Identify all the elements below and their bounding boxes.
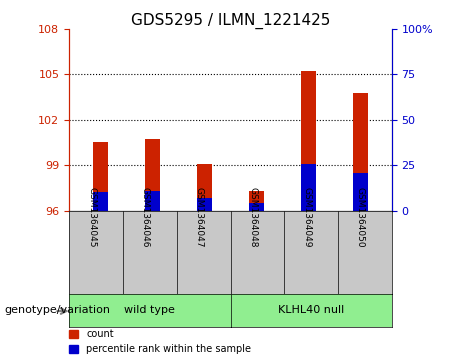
Bar — [145, 139, 160, 211]
Bar — [249, 203, 264, 211]
Text: GSM1364050: GSM1364050 — [356, 187, 365, 248]
Text: GSM1364045: GSM1364045 — [87, 187, 96, 248]
Text: KLHL40 null: KLHL40 null — [278, 305, 344, 315]
Text: GSM1364046: GSM1364046 — [141, 187, 150, 248]
Bar — [249, 191, 264, 211]
Text: genotype/variation: genotype/variation — [5, 305, 111, 315]
Text: GSM1364048: GSM1364048 — [248, 187, 257, 248]
Bar — [145, 191, 160, 211]
Bar — [301, 72, 316, 211]
Bar — [93, 192, 108, 211]
Bar — [197, 164, 212, 211]
Bar — [93, 143, 108, 211]
Bar — [353, 173, 368, 211]
Bar — [197, 199, 212, 211]
Text: GSM1364049: GSM1364049 — [302, 187, 311, 248]
Text: GSM1364047: GSM1364047 — [195, 187, 204, 248]
Bar — [353, 93, 368, 211]
Text: GDS5295 / ILMN_1221425: GDS5295 / ILMN_1221425 — [131, 13, 330, 29]
Text: wild type: wild type — [124, 305, 175, 315]
Bar — [301, 164, 316, 211]
Legend: count, percentile rank within the sample: count, percentile rank within the sample — [65, 326, 255, 358]
